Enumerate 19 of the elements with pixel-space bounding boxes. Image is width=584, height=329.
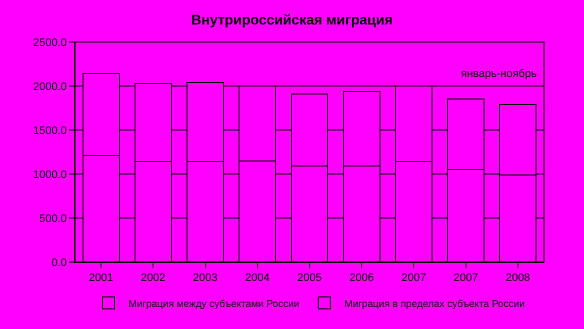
- x-tick-label: 2003: [193, 272, 218, 284]
- y-tick-label: 2500.0: [33, 36, 67, 49]
- annotation: январь-ноябрь: [461, 68, 537, 80]
- y-tick-label: 0.0: [52, 256, 67, 269]
- x-tick-label: 2008: [506, 272, 530, 284]
- x-tick-label: 2007: [454, 272, 478, 284]
- y-tick-label: 1000.0: [33, 168, 67, 181]
- x-tick-label: 2002: [140, 272, 166, 284]
- y-tick-label: 2000.0: [33, 80, 67, 93]
- chart-title: Внутрироссийская миграция: [191, 12, 393, 28]
- x-tick-label: 2001: [88, 272, 114, 284]
- y-tick-label: 500.0: [39, 212, 67, 225]
- y-tick-label: 1500.0: [33, 124, 67, 137]
- x-tick-label: 2007: [401, 272, 426, 284]
- x-tick-label: 2004: [245, 272, 270, 284]
- legend-label: Миграция между субъектами России: [128, 298, 300, 310]
- x-tick-label: 2005: [297, 272, 322, 284]
- x-tick-label: 2006: [349, 272, 374, 284]
- legend-label: Миграция в пределах субъекта России: [344, 298, 525, 310]
